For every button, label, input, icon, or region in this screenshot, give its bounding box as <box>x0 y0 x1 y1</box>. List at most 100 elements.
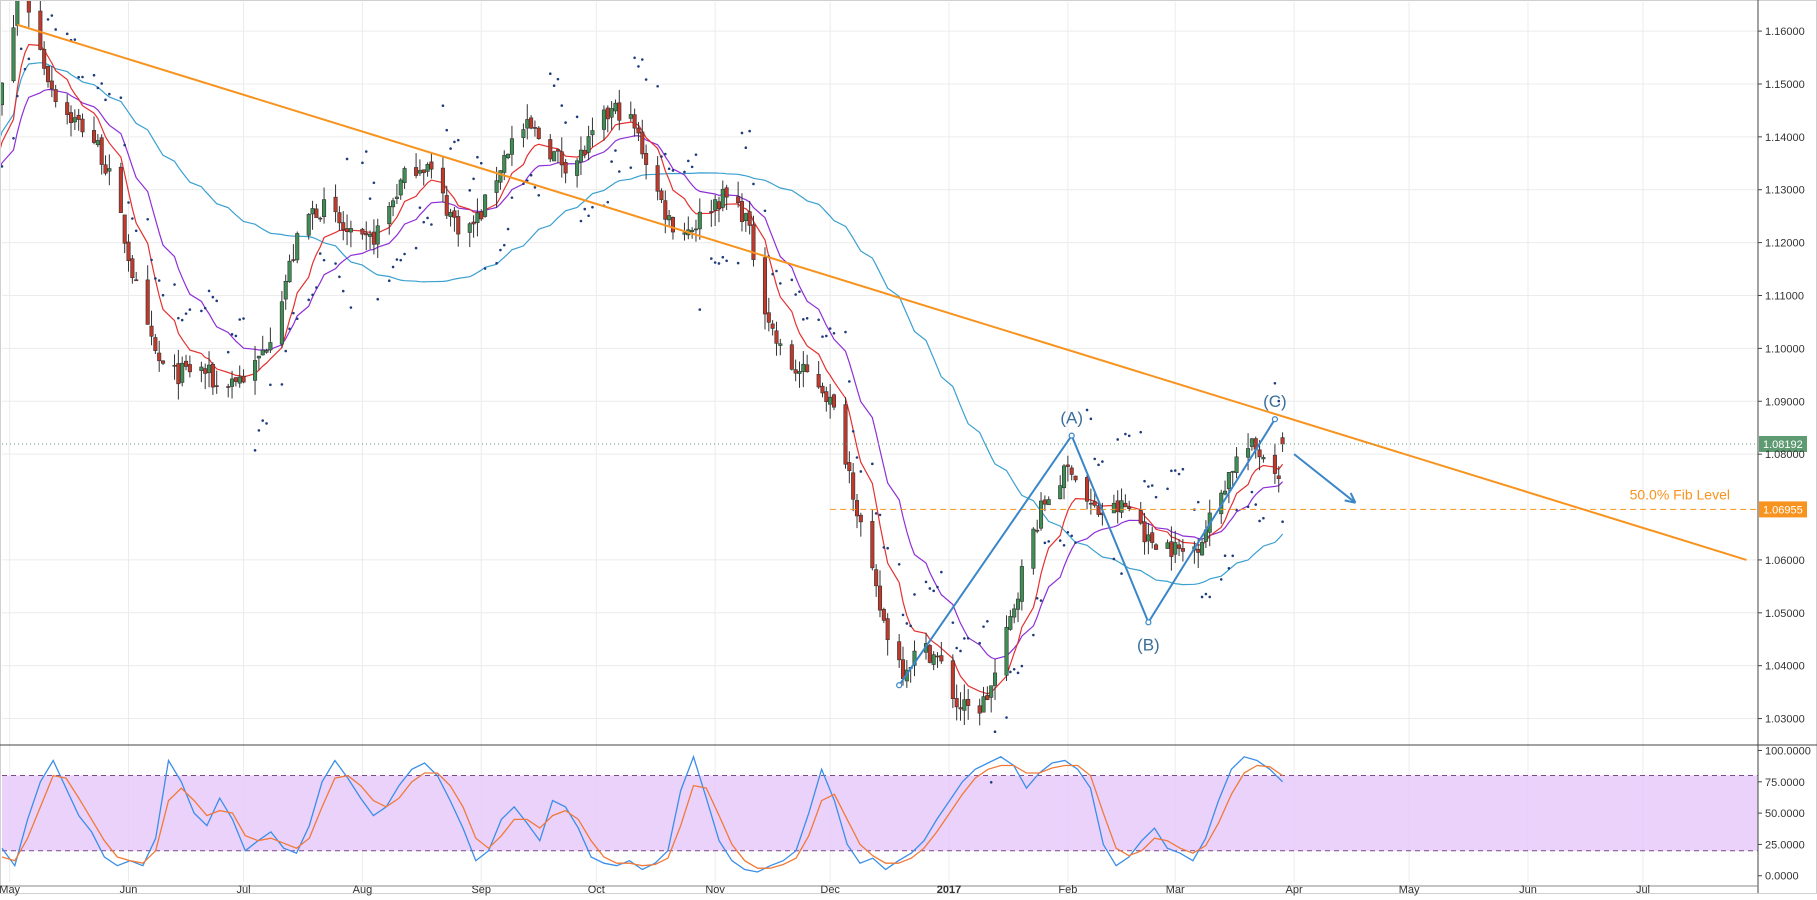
candle-body <box>502 155 507 173</box>
candle-body <box>306 213 311 236</box>
sar-dot <box>261 419 265 422</box>
candle <box>214 370 219 394</box>
candle <box>456 209 461 247</box>
candle-body <box>444 195 449 216</box>
candle <box>559 137 564 178</box>
sar-dot <box>345 157 349 161</box>
candle-body <box>1261 457 1266 460</box>
candle <box>233 377 238 387</box>
sar-dot <box>713 261 717 264</box>
candle <box>38 0 43 51</box>
candle-body <box>1046 499 1051 506</box>
stoch-d-line <box>1 764 1283 869</box>
candle-body <box>881 608 886 621</box>
sar-dot <box>418 206 422 209</box>
candle <box>885 613 890 656</box>
candle <box>1261 454 1266 463</box>
sar-dot <box>154 277 157 280</box>
candle <box>322 187 327 224</box>
x-tick-label: Feb <box>1058 884 1077 896</box>
candle <box>264 348 269 354</box>
candle-body <box>1039 500 1044 529</box>
candle <box>95 133 100 148</box>
sar-dot <box>395 258 399 261</box>
candle-body <box>429 161 434 170</box>
sar-dot <box>230 333 234 336</box>
candle <box>801 351 806 388</box>
candle <box>958 692 963 721</box>
sar-dot <box>779 282 782 285</box>
sar-dot <box>878 513 882 517</box>
candle <box>184 354 189 371</box>
candle-body <box>716 201 721 209</box>
sar-dot <box>855 456 859 459</box>
candle <box>1065 455 1070 482</box>
candle <box>667 209 672 227</box>
candle-body <box>345 228 350 233</box>
candle <box>950 654 955 709</box>
x-tick-label: Jul <box>1636 884 1650 896</box>
sar-dot <box>1012 667 1016 671</box>
candle-body <box>640 131 645 155</box>
candle-body <box>529 117 534 129</box>
sar-dot <box>978 641 981 645</box>
candle <box>762 247 768 330</box>
candle <box>989 685 994 713</box>
x-tick-label: May <box>1399 884 1420 896</box>
candle-body <box>1280 437 1285 445</box>
candle <box>686 216 691 240</box>
sar-dot <box>552 84 556 88</box>
sar-dot <box>1227 566 1231 570</box>
candle <box>632 108 637 137</box>
candle-body <box>26 0 31 13</box>
candle-body <box>989 685 994 698</box>
candle <box>693 219 698 242</box>
candle-body <box>1111 502 1116 514</box>
sar-dot <box>905 622 909 625</box>
candle <box>1234 447 1239 479</box>
x-tick-label: Jul <box>237 884 251 896</box>
candle-body <box>145 279 150 325</box>
sar-dot <box>606 200 610 204</box>
candle-body <box>53 89 58 102</box>
candle-body <box>318 217 323 220</box>
candle <box>310 200 315 230</box>
candle <box>452 206 457 232</box>
candle-body <box>563 162 568 174</box>
candle <box>1119 488 1124 519</box>
sar-dot <box>211 295 215 299</box>
sar-dot <box>1101 460 1104 463</box>
candle-body <box>1092 501 1097 506</box>
candle-body <box>1272 454 1277 474</box>
sar-dot <box>617 170 621 173</box>
sar-dot <box>307 298 311 302</box>
candle <box>414 153 419 179</box>
candle <box>1016 592 1021 623</box>
candle <box>659 188 664 204</box>
sar-dot <box>671 169 675 172</box>
candle-body <box>1180 548 1185 552</box>
wave-label: (A) <box>1060 409 1083 428</box>
sar-dot <box>936 585 939 589</box>
candle-body <box>644 153 649 165</box>
candle-body <box>617 102 622 121</box>
candle <box>49 66 54 98</box>
candle-body <box>394 196 399 199</box>
candle-body <box>65 102 70 115</box>
candle <box>1096 501 1101 517</box>
sma-line <box>0 62 1284 586</box>
sar-dot <box>610 160 613 163</box>
candle <box>939 641 944 664</box>
candle-body <box>153 337 158 351</box>
candle-body <box>847 462 852 472</box>
wave-pivot <box>1068 432 1075 439</box>
candle-body <box>820 385 825 394</box>
candle-body <box>72 117 77 123</box>
sar-dot <box>1170 469 1173 473</box>
candle-body <box>739 201 744 222</box>
sar-dot <box>1262 516 1265 520</box>
candle-body <box>149 325 154 337</box>
sar-dot <box>740 131 744 135</box>
candle <box>256 355 261 371</box>
sar-dot <box>322 258 326 262</box>
